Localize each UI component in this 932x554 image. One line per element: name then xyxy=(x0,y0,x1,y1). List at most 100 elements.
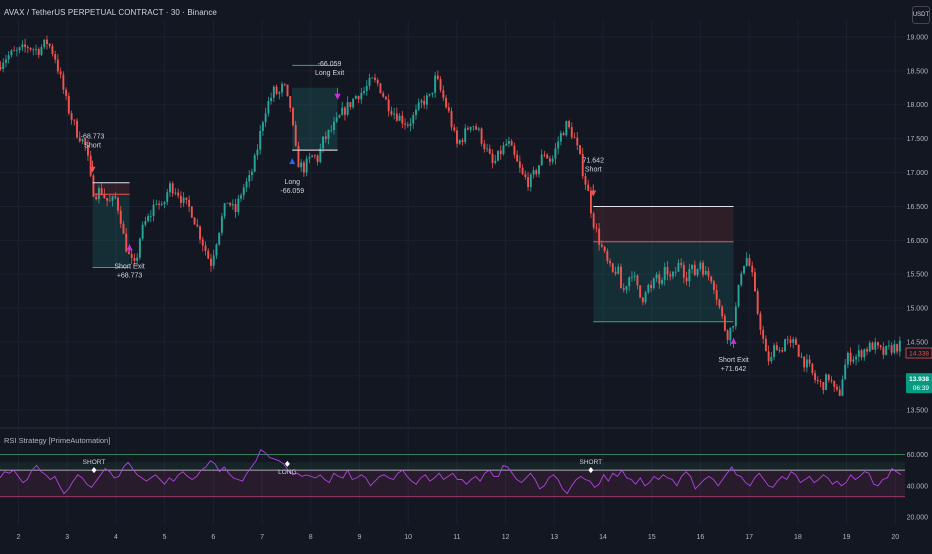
signal-diamond xyxy=(588,467,594,474)
candle-body xyxy=(215,244,218,256)
candle-body xyxy=(261,122,264,131)
candle-body xyxy=(696,268,699,276)
candle-body xyxy=(562,133,565,136)
candle-body xyxy=(420,100,423,103)
candle-body xyxy=(117,197,119,211)
exit-profit-label: +71.642 xyxy=(721,366,747,373)
candle-body xyxy=(349,102,352,108)
candle-body xyxy=(529,174,532,188)
candle-body xyxy=(483,143,486,150)
candle-body xyxy=(805,359,808,368)
candle-body xyxy=(781,350,784,352)
candle-body xyxy=(882,347,885,355)
candle-body xyxy=(650,285,653,289)
candle-body xyxy=(789,339,792,343)
candle-body xyxy=(841,379,844,396)
y-tick-label: 18.500 xyxy=(907,68,929,75)
candle-body xyxy=(456,130,458,144)
candle-body xyxy=(674,271,677,273)
profit-zone xyxy=(292,87,338,151)
x-tick-label: 20 xyxy=(891,534,899,541)
candle-body xyxy=(29,48,32,50)
candle-body xyxy=(630,276,633,278)
candle-body xyxy=(830,380,833,381)
candle-body xyxy=(218,232,221,245)
candle-body xyxy=(108,200,111,202)
currency-button[interactable]: USDT xyxy=(912,6,930,24)
candle-body xyxy=(833,380,836,387)
candle-body xyxy=(199,226,201,240)
candle-body xyxy=(59,71,62,75)
candle-body xyxy=(857,350,860,357)
candle-body xyxy=(302,162,305,173)
candle-body xyxy=(390,111,393,115)
candle-body xyxy=(764,338,767,352)
candle-body xyxy=(401,115,404,124)
candle-body xyxy=(24,44,27,48)
candle-body xyxy=(718,299,721,307)
candle-body xyxy=(212,255,215,266)
candle-body xyxy=(346,102,349,115)
candle-body xyxy=(816,380,819,382)
candle-body xyxy=(622,288,625,290)
candle-body xyxy=(491,153,494,163)
candle-body xyxy=(614,271,617,274)
candle-body xyxy=(65,89,68,96)
candle-body xyxy=(352,98,355,108)
candle-body xyxy=(628,277,631,287)
x-tick-label: 10 xyxy=(404,534,412,541)
candle-body xyxy=(488,148,491,154)
candle-body xyxy=(745,258,748,266)
candle-body xyxy=(581,153,584,177)
candle-body xyxy=(691,264,694,270)
candle-body xyxy=(70,113,73,120)
candle-body xyxy=(160,204,163,205)
candle-body xyxy=(729,327,732,341)
indicator-title[interactable]: RSI Strategy [PrimeAutomation] xyxy=(4,436,111,445)
signal-diamond xyxy=(91,467,97,474)
candle-body xyxy=(603,246,606,252)
candle-body xyxy=(751,265,754,273)
candle-body xyxy=(158,203,160,205)
candle-body xyxy=(704,270,707,275)
candle-body xyxy=(434,75,437,93)
candle-body xyxy=(264,113,267,123)
candle-body xyxy=(472,126,475,128)
entry-name-label: Short xyxy=(84,143,101,150)
candle-body xyxy=(792,339,795,343)
candle-body xyxy=(92,175,95,197)
symbol-title[interactable]: AVAX / TetherUS PERPETUAL CONTRACT · 30 … xyxy=(4,8,217,17)
candle-body xyxy=(680,262,683,265)
candle-body xyxy=(521,167,524,174)
candle-body xyxy=(527,177,530,188)
candle-body xyxy=(773,345,776,357)
candle-body xyxy=(62,74,65,90)
candle-body xyxy=(442,90,445,98)
candle-body xyxy=(4,59,7,63)
candle-body xyxy=(860,350,863,358)
candle-body xyxy=(51,45,54,55)
candles-layer xyxy=(0,35,901,397)
candle-body xyxy=(32,49,35,51)
x-tick-label: 5 xyxy=(163,534,167,541)
exit-profit-label: -66.059 xyxy=(318,61,342,68)
candle-body xyxy=(311,155,314,158)
candle-body xyxy=(87,145,89,156)
candle-body xyxy=(464,128,467,142)
countdown-text: 06:39 xyxy=(913,385,930,392)
candle-body xyxy=(513,145,516,155)
candle-body xyxy=(234,204,237,213)
candle-body xyxy=(363,91,366,93)
candle-body xyxy=(743,265,745,274)
candle-body xyxy=(641,297,644,303)
candle-body xyxy=(179,195,182,203)
y-tick-label: 17.000 xyxy=(907,170,929,177)
candle-body xyxy=(415,109,417,116)
candle-body xyxy=(814,373,817,381)
candle-body xyxy=(811,363,814,374)
candle-body xyxy=(753,272,756,292)
signal-label: SHORT xyxy=(580,459,603,466)
